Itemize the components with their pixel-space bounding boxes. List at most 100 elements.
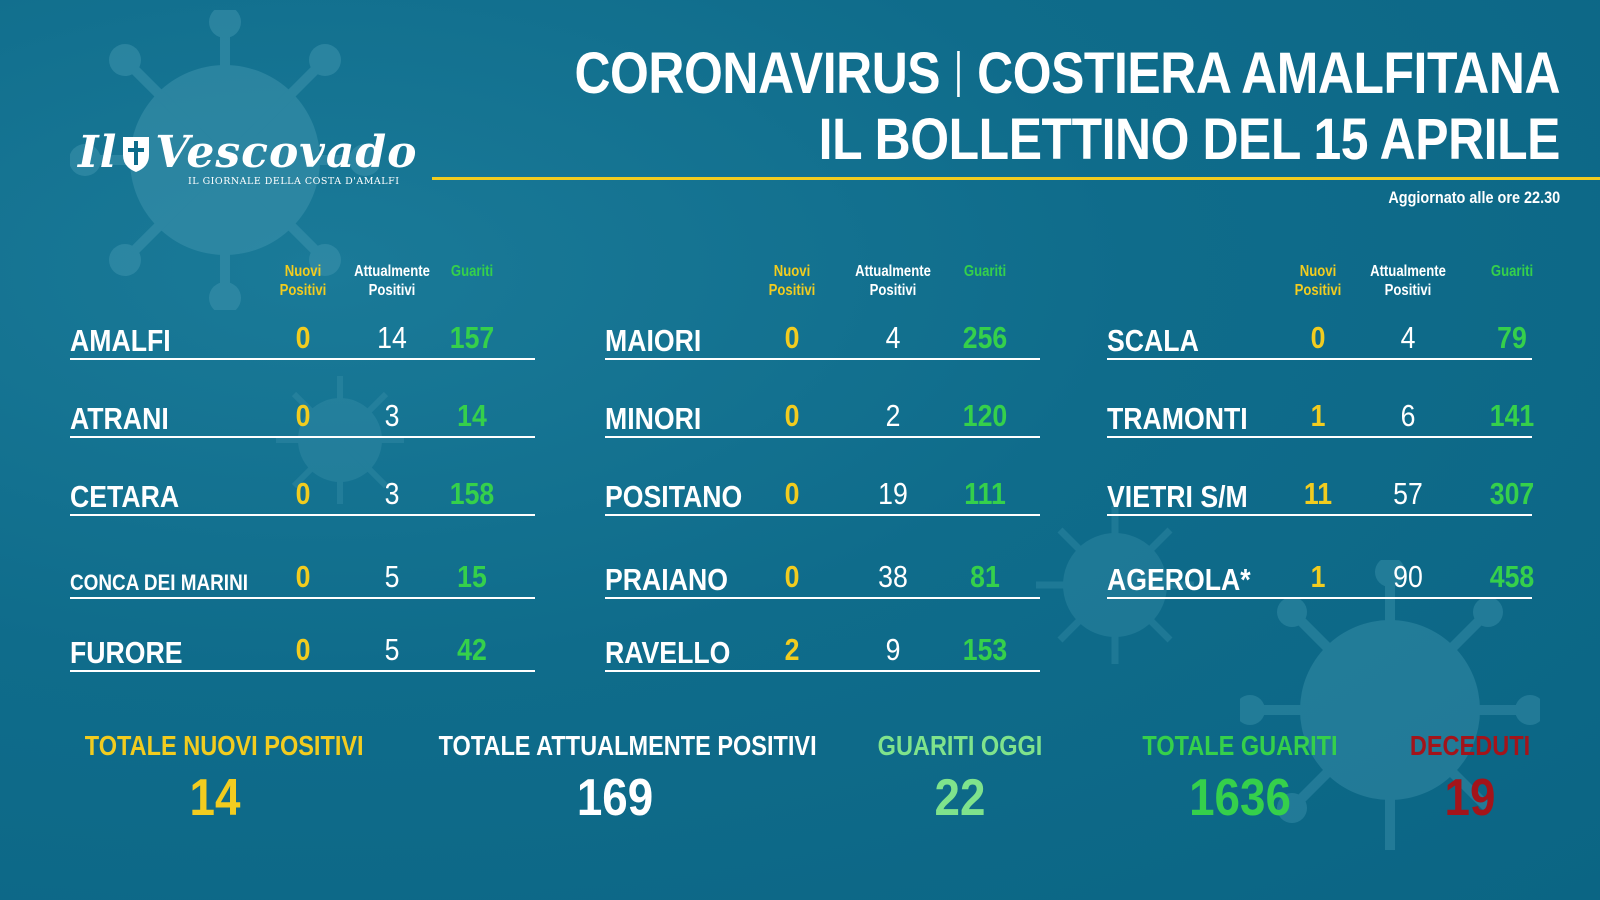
town-name: TRAMONTI [1107,401,1248,436]
page-title: CORONAVIRUS COSTIERA AMALFITANA [574,42,1560,106]
active-positive-value: 4 [885,320,901,355]
deaths-label: DECEDUTI [1409,730,1531,761]
active-positive-value: 3 [384,476,400,511]
town-name: MAIORI [605,323,702,358]
deaths: DECEDUTI 19 [1380,730,1560,834]
town-row: FURORE 0 5 42 [70,632,540,672]
header-label: Guariti [963,263,1007,280]
header-label: Positivi [1294,282,1342,299]
row-underline [605,358,1040,360]
header-label: Positivi [368,282,416,299]
active-positive-value: 5 [384,632,400,667]
active-positive-value: 5 [384,559,400,594]
page-subtitle: IL BOLLETTINO DEL 15 APRILE [818,107,1561,172]
active-positive-value: 38 [878,559,908,594]
recovered-value: 141 [1489,398,1535,433]
town-row: AMALFI 0 14 157 [70,320,540,360]
row-underline [70,597,535,599]
town-name: CETARA [70,479,180,514]
recovered-today: GUARITI OGGI 22 [845,730,1075,834]
row-underline [70,436,535,438]
total-recovered-value: 1636 [1189,769,1291,827]
header-recovered: Guariti [423,262,521,281]
header-new-positive: Nuovi Positivi [254,262,352,300]
new-positive-value: 0 [295,476,311,511]
header-label: Attualmente [1370,263,1446,280]
recovered-value: 81 [970,559,1000,594]
virus-watermark-icon [70,10,380,310]
town-row: CETARA 0 3 158 [70,476,540,516]
recovered-value: 120 [962,398,1008,433]
total-active: TOTALE ATTUALMENTE POSITIVI 169 [405,730,825,834]
total-recovered-label: TOTALE GUARITI [1142,730,1338,761]
title-separator [957,51,960,97]
total-active-label: TOTALE ATTUALMENTE POSITIVI [438,730,817,761]
deaths-value: 19 [1444,769,1496,827]
shield-cross-icon [123,137,150,172]
new-positive-value: 2 [784,632,800,667]
town-row: VIETRI S/M 11 57 307 [1107,476,1577,516]
active-positive-value: 90 [1393,559,1423,594]
header-label: Nuovi [1299,263,1337,280]
virus-watermark-icon [276,376,404,504]
header-label: Attualmente [855,263,931,280]
header-recovered: Guariti [1463,262,1561,281]
town-row: ATRANI 0 3 14 [70,398,540,438]
recovered-value: 111 [964,476,1006,511]
active-positive-value: 3 [384,398,400,433]
header-active-positive: Attualmente Positivi [343,262,441,300]
town-name: CONCA DEI MARINI [70,570,248,595]
total-new-label: TOTALE NUOVI POSITIVI [84,730,364,761]
header-new-positive: Nuovi Positivi [1269,262,1367,300]
totals-bar: TOTALE NUOVI POSITIVI 14 TOTALE ATTUALME… [0,730,1600,840]
town-row: TRAMONTI 1 6 141 [1107,398,1577,438]
title-right: COSTIERA AMALFITANA [977,41,1560,106]
active-positive-value: 4 [1400,320,1416,355]
town-name: AMALFI [70,323,171,358]
header-active-positive: Attualmente Positivi [844,262,942,300]
recovered-value: 458 [1489,559,1535,594]
header-active-positive: Attualmente Positivi [1359,262,1457,300]
header-label: Positivi [768,282,816,299]
active-positive-value: 14 [377,320,407,355]
logo-wordmark: Il Vescovado [78,127,418,178]
recovered-value: 256 [962,320,1008,355]
row-underline [605,597,1040,599]
recovered-today-label: GUARITI OGGI [877,730,1043,761]
town-row: CONCA DEI MARINI 0 5 15 [70,559,540,599]
recovered-value: 158 [449,476,495,511]
new-positive-value: 0 [784,559,800,594]
recovered-value: 42 [457,632,487,667]
new-positive-value: 0 [784,320,800,355]
town-row: RAVELLO 2 9 153 [605,632,1075,672]
town-row: SCALA 0 4 79 [1107,320,1577,360]
header-label: Attualmente [354,263,430,280]
active-positive-value: 57 [1393,476,1423,511]
recovered-today-value: 22 [934,769,986,827]
update-time: Aggiornato alle ore 22.30 [1388,188,1560,207]
recovered-value: 157 [449,320,495,355]
row-underline [70,358,535,360]
town-row: POSITANO 0 19 111 [605,476,1075,516]
new-positive-value: 1 [1310,398,1326,433]
recovered-value: 307 [1489,476,1535,511]
virus-watermark-icon [1036,506,1194,664]
row-underline [1107,358,1532,360]
new-positive-value: 0 [295,320,311,355]
header-label: Positivi [869,282,917,299]
total-recovered: TOTALE GUARITI 1636 [1110,730,1370,834]
town-name: AGEROLA* [1107,562,1251,597]
row-underline [605,670,1040,672]
active-positive-value: 9 [885,632,901,667]
row-underline [605,436,1040,438]
row-underline [70,514,535,516]
town-name: RAVELLO [605,635,731,670]
new-positive-value: 0 [295,632,311,667]
header-label: Guariti [1490,263,1534,280]
total-new: TOTALE NUOVI POSITIVI 14 [60,730,370,834]
logo: Il Vescovado IL GIORNALE DELLA COSTA D'AM… [78,130,416,190]
header-label: Positivi [1384,282,1432,299]
logo-tagline: IL GIORNALE DELLA COSTA D'AMALFI [188,176,400,187]
row-underline [1107,597,1532,599]
row-underline [1107,514,1532,516]
